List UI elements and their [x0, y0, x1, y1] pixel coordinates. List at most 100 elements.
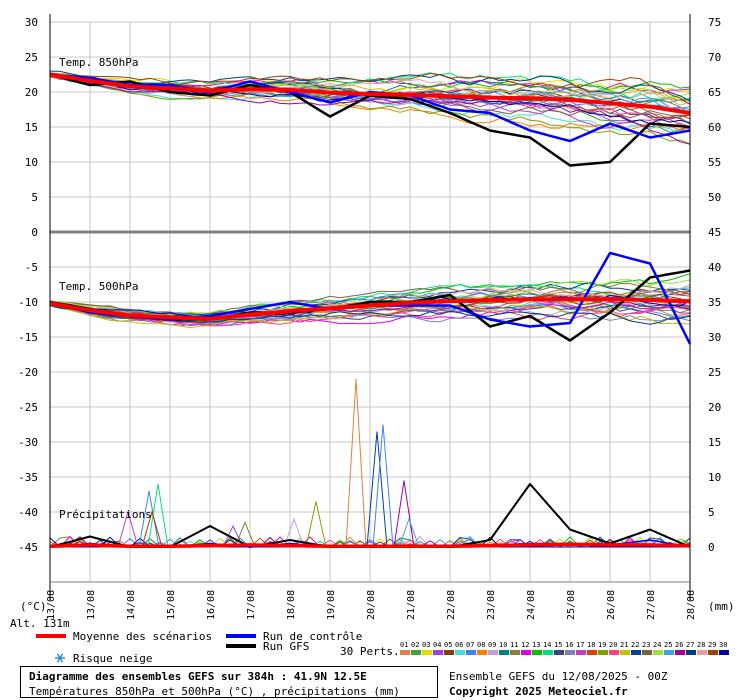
precip-peak-12 — [398, 517, 420, 548]
left-tick-5: 5 — [31, 191, 38, 204]
x-date-3: 15/08 — [166, 590, 177, 620]
chart-subtitle: Températures 850hPa et 500hPa (°C) , pré… — [29, 685, 400, 698]
axes — [49, 14, 691, 600]
precip-mean-line — [49, 542, 691, 549]
pert-legend-swatch-18 — [587, 650, 597, 655]
pert-legend-num-05: 05 — [444, 641, 452, 649]
legend-snow-label: Risque neige — [73, 652, 152, 665]
pert-legend-swatch-14 — [543, 650, 553, 655]
pert-legend-swatch-06 — [455, 650, 465, 655]
pert-legend-swatch-29 — [708, 650, 718, 655]
axis-labels: 302520151050-5-10-15-20-25-30-35-40-4575… — [18, 16, 721, 620]
pert-legend-swatch-24 — [653, 650, 663, 655]
t850-mean-line — [49, 72, 691, 115]
pert-legend-num-08: 08 — [477, 641, 485, 649]
precip-peak-10 — [372, 424, 394, 548]
precip-peak-2 — [147, 483, 169, 548]
right-tick-r850-1: 70 — [708, 51, 721, 64]
pert-legend-num-15: 15 — [554, 641, 562, 649]
legend-gfs-label: Run GFS — [263, 640, 309, 653]
pert-legend-swatch-26 — [675, 650, 685, 655]
pert-legend-swatch-21 — [620, 650, 630, 655]
x-date-9: 21/08 — [406, 590, 417, 620]
x-date-1: 13/08 — [86, 590, 97, 620]
pert-legend-num-28: 28 — [697, 641, 705, 649]
x-date-11: 23/08 — [486, 590, 497, 620]
pert-legend-num-10: 10 — [499, 641, 507, 649]
pert-legend-swatch-20 — [609, 650, 619, 655]
main-series — [49, 72, 692, 549]
pert-legend-num-21: 21 — [620, 641, 628, 649]
pert-legend-num-03: 03 — [422, 641, 430, 649]
pert-legend-swatch-13 — [532, 650, 542, 655]
right-tick-r850-0: 75 — [708, 16, 721, 29]
left-tick-6: 0 — [31, 226, 38, 239]
x-date-10: 22/08 — [446, 590, 457, 620]
right-tick-rp-3: 0 — [708, 541, 715, 554]
precip-peak-0 — [117, 510, 139, 548]
left-tick-11: -25 — [18, 401, 38, 414]
right-tick-r850-2: 65 — [708, 86, 721, 99]
pert-legend-swatch-05 — [444, 650, 454, 655]
precip-peak-3 — [141, 510, 163, 548]
pert-legend-swatch-28 — [697, 650, 707, 655]
left-tick-14: -40 — [18, 506, 38, 519]
legend-perts-label: 30 Perts. — [340, 645, 400, 658]
pert-legend-num-18: 18 — [587, 641, 595, 649]
pert-legend-num-30: 30 — [719, 641, 727, 649]
x-date-12: 24/08 — [526, 590, 537, 620]
left-tick-8: -10 — [18, 296, 38, 309]
pert-legend-num-22: 22 — [631, 641, 639, 649]
pert-legend-swatch-22 — [631, 650, 641, 655]
left-tick-15: -45 — [18, 541, 38, 554]
pert-legend-num-20: 20 — [609, 641, 617, 649]
pert-legend-num-09: 09 — [488, 641, 496, 649]
pert-legend-swatch-30 — [719, 650, 729, 655]
pert-legend-num-25: 25 — [664, 641, 672, 649]
t850-pert-27 — [49, 70, 691, 102]
left-tick-2: 20 — [25, 86, 38, 99]
panel-label-precip: Précipitations — [59, 508, 152, 521]
pert-legend-swatch-04 — [433, 650, 443, 655]
right-tick-r500-3: 30 — [708, 331, 721, 344]
t850-pert-29 — [49, 72, 691, 105]
snowflake-icon — [55, 653, 65, 663]
x-date-15: 27/08 — [646, 590, 657, 620]
pert-legend-swatch-07 — [466, 650, 476, 655]
x-date-13: 25/08 — [566, 590, 577, 620]
pert-legend-num-27: 27 — [686, 641, 694, 649]
copyright: Copyright 2025 Meteociel.fr — [449, 685, 628, 698]
pert-legend-swatch-10 — [499, 650, 509, 655]
precip-peak-9 — [366, 431, 388, 548]
right-tick-rp-1: 10 — [708, 471, 721, 484]
x-date-14: 26/08 — [606, 590, 617, 620]
x-date-0: 13/08 — [46, 590, 57, 620]
t850-pert-14 — [49, 72, 691, 101]
right-tick-r850-3: 60 — [708, 121, 721, 134]
precip-peak-5 — [234, 521, 256, 548]
right-tick-r500-1: 40 — [708, 261, 721, 274]
left-unit-label: (°C) — [20, 600, 47, 613]
pert-legend-swatch-12 — [521, 650, 531, 655]
legend-mean-label: Moyenne des scénarios — [73, 630, 212, 643]
left-tick-10: -20 — [18, 366, 38, 379]
left-tick-12: -30 — [18, 436, 38, 449]
left-tick-13: -35 — [18, 471, 38, 484]
panel-label-t850: Temp. 850hPa — [59, 56, 138, 69]
legend-control-label: Run de contrôle — [263, 630, 362, 643]
pert-legend-swatch-19 — [598, 650, 608, 655]
right-tick-r500-5: 20 — [708, 401, 721, 414]
pert-legend-swatch-16 — [565, 650, 575, 655]
pert-legend-num-01: 01 — [400, 641, 408, 649]
left-tick-0: 30 — [25, 16, 38, 29]
left-tick-9: -15 — [18, 331, 38, 344]
pert-legend-swatch-09 — [488, 650, 498, 655]
x-date-2: 14/08 — [126, 590, 137, 620]
precip-peak-4 — [222, 524, 244, 548]
x-date-6: 18/08 — [286, 590, 297, 620]
pert-legend-num-11: 11 — [510, 641, 518, 649]
t500-pert-21 — [49, 303, 691, 329]
pert-legend-swatch-15 — [554, 650, 564, 655]
precip-peak-8 — [345, 378, 367, 548]
